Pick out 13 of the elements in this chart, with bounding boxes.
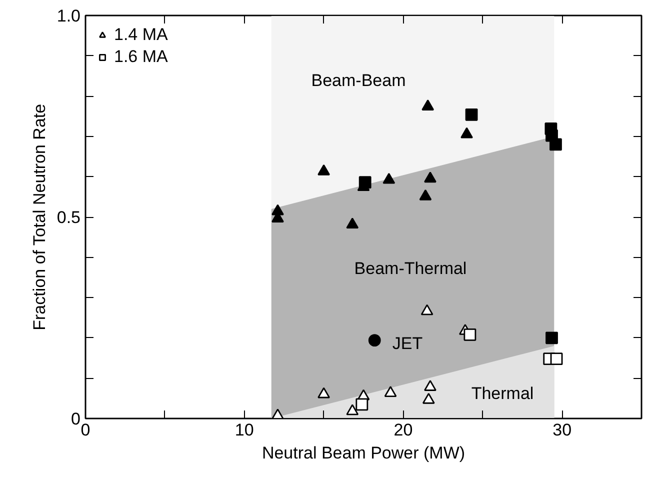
y-axis-title: Fraction of Total Neutron Rate [30,104,49,330]
x-tick-label: 10 [234,420,254,440]
y-tick-label: 1.0 [56,6,81,26]
annotation: Beam-Beam [311,71,406,90]
legend-label: 1.4 MA [114,25,168,45]
annotation: Thermal [471,384,534,403]
y-tick-label: 0.5 [56,208,81,227]
annotation: JET [392,334,423,353]
legend-label: 1.6 MA [114,47,168,67]
x-tick-label: 20 [394,420,413,440]
x-axis-title: Neutral Beam Power (MW) [262,444,466,462]
x-tick-label: 30 [552,420,572,440]
annotation: Beam-Thermal [354,259,467,278]
